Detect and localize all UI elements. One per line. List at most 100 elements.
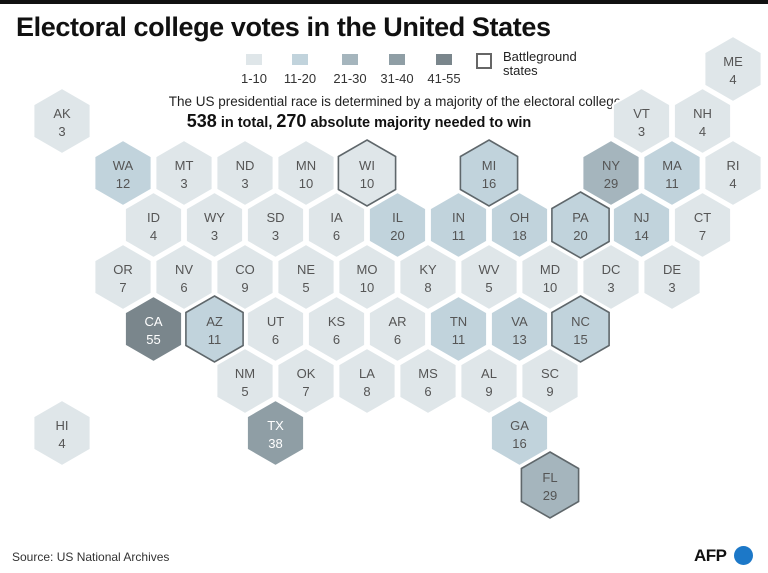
state-va: VA 13	[489, 294, 550, 364]
state-ga: GA 16	[489, 398, 550, 468]
majority-text: absolute majority needed to win	[310, 115, 532, 131]
state-abbr: HI	[56, 418, 69, 433]
state-il: IL 20	[367, 190, 428, 260]
state-abbr: LA	[359, 366, 375, 381]
state-votes: 3	[58, 124, 65, 139]
state-abbr: KS	[328, 314, 346, 329]
state-votes: 4	[729, 176, 736, 191]
state-votes: 3	[272, 228, 279, 243]
state-votes: 29	[604, 176, 618, 191]
state-votes: 6	[394, 332, 401, 347]
state-abbr: ND	[236, 158, 255, 173]
state-abbr: CT	[694, 210, 711, 225]
state-hex	[642, 242, 702, 312]
state-pa: PA 20	[551, 191, 610, 259]
state-votes: 12	[116, 176, 130, 191]
total-votes: 538	[186, 111, 217, 131]
state-votes: 3	[607, 280, 614, 295]
state-hex	[337, 346, 397, 416]
state-al: AL 9	[459, 346, 519, 416]
state-votes: 6	[333, 332, 340, 347]
state-hex	[215, 138, 275, 208]
state-abbr: MT	[175, 158, 194, 173]
state-abbr: NC	[571, 314, 590, 329]
state-abbr: MO	[357, 262, 378, 277]
state-votes: 4	[699, 124, 706, 139]
legend-bin-label: 1-10	[240, 71, 268, 86]
subtitle: The US presidential race is determined b…	[168, 94, 622, 109]
legend-bin: 31-40	[369, 50, 425, 86]
state-id: ID 4	[123, 190, 184, 260]
state-vt: VT 3	[611, 86, 672, 156]
state-ri: RI 4	[703, 138, 763, 208]
state-de: DE 3	[642, 242, 702, 312]
state-votes: 5	[485, 280, 492, 295]
state-votes: 6	[180, 280, 187, 295]
state-abbr: IL	[392, 210, 403, 225]
state-hex	[367, 294, 428, 364]
legend-bin-label: 21-30	[333, 71, 367, 86]
state-abbr: PA	[572, 210, 589, 225]
state-hi: HI 4	[32, 398, 92, 468]
state-mn: MN 10	[276, 138, 336, 208]
state-hex	[520, 242, 580, 312]
state-hex	[337, 242, 397, 312]
state-ok: OK 7	[276, 346, 336, 416]
map-title: Electoral college votes in the United St…	[16, 12, 551, 42]
state-abbr: TX	[267, 418, 284, 433]
state-abbr: SC	[541, 366, 559, 381]
state-abbr: ID	[147, 210, 160, 225]
state-abbr: NM	[235, 366, 255, 381]
state-ms: MS 6	[398, 346, 458, 416]
state-abbr: ME	[723, 54, 743, 69]
state-hex	[367, 190, 428, 260]
state-hex	[672, 190, 733, 260]
state-nd: ND 3	[215, 138, 275, 208]
state-votes: 5	[241, 384, 248, 399]
state-co: CO 9	[215, 242, 275, 312]
state-votes: 11	[208, 332, 222, 347]
state-hex	[611, 190, 672, 260]
state-abbr: OK	[297, 366, 316, 381]
state-ne: NE 5	[276, 242, 336, 312]
state-me: ME 4	[703, 34, 763, 104]
state-hex	[306, 294, 367, 364]
state-abbr: GA	[510, 418, 529, 433]
state-abbr: AR	[388, 314, 406, 329]
legend-bin-label: 31-40	[380, 71, 414, 86]
state-votes: 18	[512, 228, 526, 243]
state-votes: 6	[272, 332, 279, 347]
legend-swatch	[292, 54, 308, 65]
state-hex	[245, 398, 306, 468]
state-votes: 55	[146, 332, 160, 347]
state-hex	[551, 295, 610, 363]
state-hex	[337, 139, 397, 207]
afp-logo-dot	[734, 546, 753, 565]
state-abbr: NY	[602, 158, 620, 173]
state-votes: 5	[302, 280, 309, 295]
state-ks: KS 6	[306, 294, 367, 364]
state-nh: NH 4	[672, 86, 733, 156]
state-hex	[123, 190, 184, 260]
state-hex	[93, 242, 153, 312]
state-votes: 15	[573, 332, 587, 347]
state-hex	[642, 138, 702, 208]
state-abbr: WA	[113, 158, 134, 173]
state-abbr: FL	[542, 470, 557, 485]
state-hex	[93, 138, 153, 208]
state-wi: WI 10	[337, 139, 397, 207]
state-votes: 7	[119, 280, 126, 295]
state-hex	[520, 346, 580, 416]
legend-bin: 11-20	[272, 50, 328, 86]
state-hex	[489, 398, 550, 468]
state-ky: KY 8	[398, 242, 458, 312]
state-abbr: VA	[511, 314, 528, 329]
state-votes: 13	[512, 332, 526, 347]
legend-bin-label: 11-20	[283, 71, 317, 86]
legend: 1-10 11-20 21-30 31-40 41-55 Battlegroun…	[226, 50, 606, 90]
state-abbr: CA	[144, 314, 162, 329]
state-abbr: MS	[418, 366, 438, 381]
state-votes: 14	[634, 228, 648, 243]
state-hex	[489, 294, 550, 364]
